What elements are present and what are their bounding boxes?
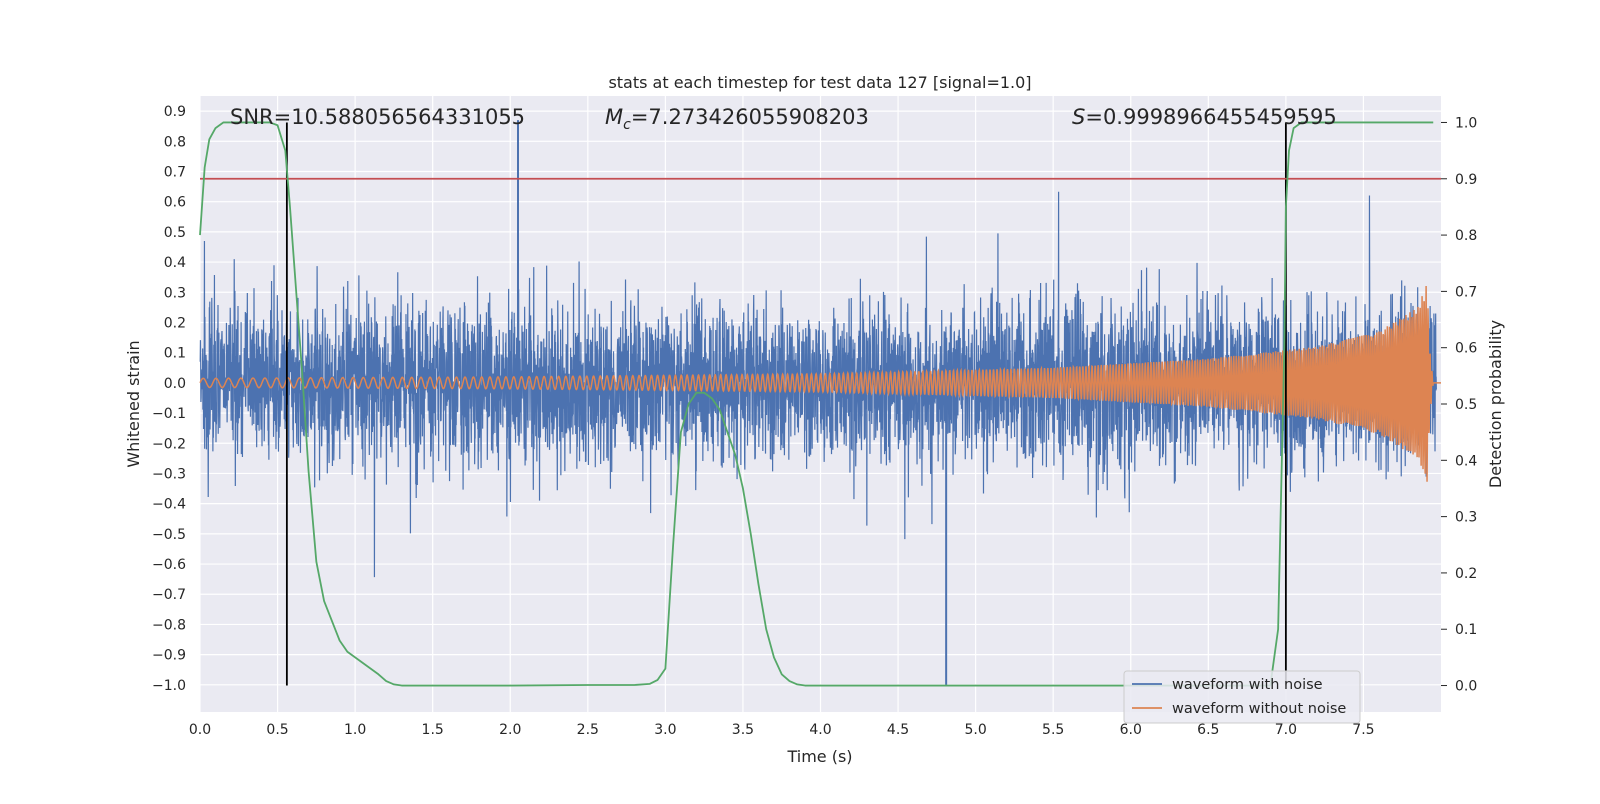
detection-probability-line <box>199 121 1434 687</box>
chirp-mass-annotation: Mc=7.273426055908203 <box>605 105 869 133</box>
y-left-axis-label: Whitened strain <box>124 340 143 467</box>
y-right-tick-label: 0.5 <box>1455 397 1477 413</box>
y-right-tick-label: 0.2 <box>1455 566 1477 582</box>
y-left-tick-label: −0.2 <box>152 436 186 452</box>
waveform-without-noise-line <box>199 285 1441 482</box>
x-axis-label: Time (s) <box>786 747 852 766</box>
legend-label-without-noise: waveform without noise <box>1172 701 1346 717</box>
x-tick-label: 5.0 <box>964 722 986 738</box>
y-left-tick-label: −0.4 <box>152 497 186 513</box>
x-tick-label: 5.5 <box>1042 722 1064 738</box>
x-axis-ticks: 0.0 0.5 1.0 1.5 2.0 2.5 3.0 3.5 4.0 4.5 5.0 5.5 6.0 6… <box>189 722 1375 738</box>
chart-title: stats at each timestep for test data 127… <box>608 73 1031 92</box>
y-left-tick-label: 0.6 <box>164 195 186 211</box>
y-left-tick-label: 0.7 <box>164 164 186 180</box>
x-tick-label: 2.5 <box>577 722 599 738</box>
x-tick-label: 4.0 <box>809 722 831 738</box>
x-tick-label: 6.0 <box>1120 722 1142 738</box>
x-tick-label: 1.5 <box>422 722 444 738</box>
chirp-mass-symbol: M <box>605 105 623 129</box>
x-tick-label: 7.0 <box>1275 722 1297 738</box>
chirp-mass-subscript: c <box>623 117 631 133</box>
y-right-tick-label: 0.0 <box>1455 679 1477 695</box>
y-left-tick-label: −0.9 <box>152 648 186 664</box>
y-right-tick-label: 0.9 <box>1455 172 1477 188</box>
x-tick-label: 6.5 <box>1197 722 1219 738</box>
y-left-tick-label: −0.7 <box>152 587 186 603</box>
y-left-tick-label: 0.8 <box>164 134 186 150</box>
y-left-tick-label: 0.9 <box>164 104 186 120</box>
score-value: =0.9998966455459595 <box>1085 105 1336 129</box>
y-left-tick-label: 0.1 <box>164 346 186 362</box>
legend-label-with-noise: waveform with noise <box>1172 677 1323 693</box>
legend-box <box>1123 670 1361 724</box>
y-right-tick-label: 0.1 <box>1455 622 1477 638</box>
y-right-tick-label: 0.4 <box>1455 453 1477 469</box>
snr-annotation: SNR=10.588056564331055 <box>230 105 525 129</box>
y-left-tick-label: −0.1 <box>152 406 186 422</box>
legend: waveform with noise waveform without noi… <box>1123 670 1361 724</box>
x-tick-label: 3.0 <box>654 722 676 738</box>
y-right-tick-label: 0.3 <box>1455 510 1477 526</box>
y-right-tick-label: 0.6 <box>1455 341 1477 357</box>
y-left-tick-label: 0.2 <box>164 315 186 331</box>
y-left-tick-label: −0.6 <box>152 557 186 573</box>
series-waveform-without-noise <box>199 285 1441 482</box>
y-right-axis-label: Detection probability <box>1486 320 1505 488</box>
x-tick-label: 0.0 <box>189 722 211 738</box>
x-tick-label: 2.0 <box>499 722 521 738</box>
x-tick-label: 0.5 <box>266 722 288 738</box>
score-symbol: S <box>1072 105 1085 129</box>
x-tick-label: 4.5 <box>887 722 909 738</box>
y-left-tick-label: −0.3 <box>152 466 186 482</box>
chirp-mass-value: =7.273426055908203 <box>631 105 869 129</box>
y-left-tick-label: −1.0 <box>152 678 186 694</box>
y-left-tick-label: 0.5 <box>164 225 186 241</box>
y-right-tick-label: 1.0 <box>1455 115 1477 131</box>
x-tick-label: 1.0 <box>344 722 366 738</box>
y-right-tick-label: 0.8 <box>1455 228 1477 244</box>
x-tick-label: 3.5 <box>732 722 754 738</box>
y-right-axis-ticks: 1.0 0.9 0.8 0.7 0.6 0.5 0.4 0.3 0.2 0.1 0.0 <box>1441 115 1477 695</box>
y-left-tick-label: −0.8 <box>152 617 186 633</box>
x-tick-label: 7.5 <box>1352 722 1374 738</box>
y-left-tick-label: −0.5 <box>152 527 186 543</box>
series-detection-probability <box>199 121 1434 687</box>
y-left-tick-label: 0.4 <box>164 255 186 271</box>
y-left-tick-label: 0.0 <box>164 376 186 392</box>
y-right-tick-label: 0.7 <box>1455 284 1477 300</box>
y-left-axis-ticks: 0.9 0.8 0.7 0.6 0.5 0.4 0.3 0.2 0.1 0.0 −0.1 −0.2 −0… <box>152 104 186 694</box>
score-annotation: S=0.9998966455459595 <box>1072 105 1337 129</box>
y-left-tick-label: 0.3 <box>164 285 186 301</box>
